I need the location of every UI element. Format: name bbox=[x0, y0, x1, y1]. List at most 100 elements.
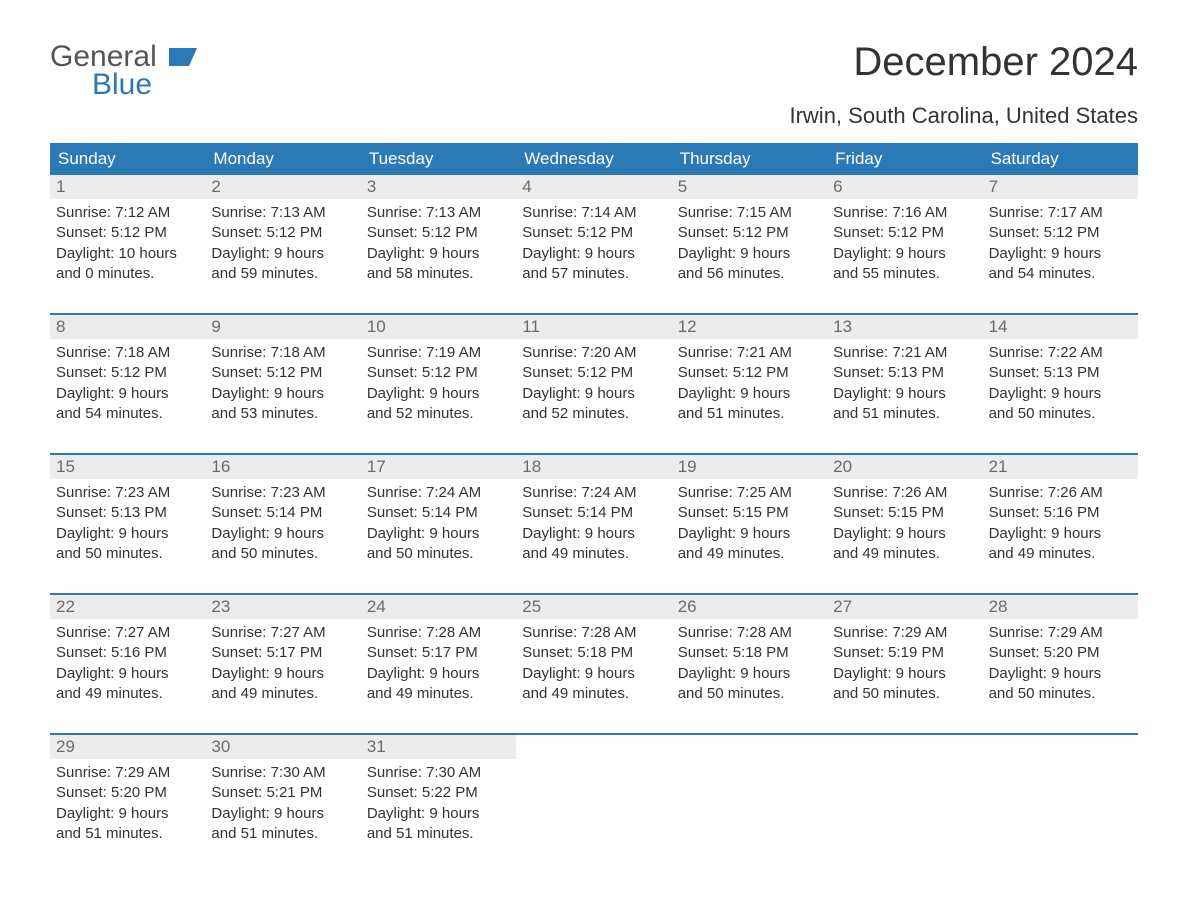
daylight-line: and 0 minutes. bbox=[56, 264, 199, 284]
day-body: Sunrise: 7:12 AMSunset: 5:12 PMDaylight:… bbox=[50, 199, 205, 299]
day-number: 26 bbox=[672, 595, 827, 619]
sunrise-line: Sunrise: 7:13 AM bbox=[211, 203, 354, 223]
daylight-line: Daylight: 9 hours bbox=[989, 524, 1132, 544]
sunset-line: Sunset: 5:12 PM bbox=[56, 363, 199, 383]
day-body: Sunrise: 7:18 AMSunset: 5:12 PMDaylight:… bbox=[50, 339, 205, 439]
day-cell: 20Sunrise: 7:26 AMSunset: 5:15 PMDayligh… bbox=[827, 455, 982, 579]
day-cell: 15Sunrise: 7:23 AMSunset: 5:13 PMDayligh… bbox=[50, 455, 205, 579]
day-body: Sunrise: 7:22 AMSunset: 5:13 PMDaylight:… bbox=[983, 339, 1138, 439]
daylight-line: Daylight: 9 hours bbox=[367, 664, 510, 684]
day-body: Sunrise: 7:14 AMSunset: 5:12 PMDaylight:… bbox=[516, 199, 671, 299]
logo: General Blue bbox=[50, 40, 197, 102]
sunset-line: Sunset: 5:12 PM bbox=[367, 223, 510, 243]
day-body: Sunrise: 7:21 AMSunset: 5:12 PMDaylight:… bbox=[672, 339, 827, 439]
daylight-line: and 50 minutes. bbox=[833, 684, 976, 704]
day-body: Sunrise: 7:24 AMSunset: 5:14 PMDaylight:… bbox=[361, 479, 516, 579]
day-cell: 19Sunrise: 7:25 AMSunset: 5:15 PMDayligh… bbox=[672, 455, 827, 579]
day-cell: 18Sunrise: 7:24 AMSunset: 5:14 PMDayligh… bbox=[516, 455, 671, 579]
logo-flag-icon bbox=[169, 40, 197, 74]
daylight-line: Daylight: 9 hours bbox=[367, 804, 510, 824]
sunset-line: Sunset: 5:17 PM bbox=[211, 643, 354, 663]
daylight-line: Daylight: 9 hours bbox=[833, 664, 976, 684]
dow-cell: Thursday bbox=[672, 143, 827, 175]
sunrise-line: Sunrise: 7:30 AM bbox=[211, 763, 354, 783]
daylight-line: Daylight: 9 hours bbox=[678, 524, 821, 544]
day-body: Sunrise: 7:28 AMSunset: 5:18 PMDaylight:… bbox=[516, 619, 671, 719]
week-row: 15Sunrise: 7:23 AMSunset: 5:13 PMDayligh… bbox=[50, 453, 1138, 579]
day-number: 4 bbox=[516, 175, 671, 199]
sunrise-line: Sunrise: 7:15 AM bbox=[678, 203, 821, 223]
daylight-line: and 54 minutes. bbox=[989, 264, 1132, 284]
day-cell: 12Sunrise: 7:21 AMSunset: 5:12 PMDayligh… bbox=[672, 315, 827, 439]
dow-header: Sunday Monday Tuesday Wednesday Thursday… bbox=[50, 143, 1138, 175]
sunset-line: Sunset: 5:14 PM bbox=[367, 503, 510, 523]
sunset-line: Sunset: 5:14 PM bbox=[211, 503, 354, 523]
day-body: Sunrise: 7:23 AMSunset: 5:13 PMDaylight:… bbox=[50, 479, 205, 579]
day-number-empty bbox=[827, 735, 982, 759]
day-number: 12 bbox=[672, 315, 827, 339]
day-number: 18 bbox=[516, 455, 671, 479]
day-body: Sunrise: 7:27 AMSunset: 5:16 PMDaylight:… bbox=[50, 619, 205, 719]
day-body: Sunrise: 7:19 AMSunset: 5:12 PMDaylight:… bbox=[361, 339, 516, 439]
daylight-line: and 53 minutes. bbox=[211, 404, 354, 424]
day-number: 3 bbox=[361, 175, 516, 199]
sunset-line: Sunset: 5:15 PM bbox=[833, 503, 976, 523]
sunset-line: Sunset: 5:16 PM bbox=[56, 643, 199, 663]
day-number-empty bbox=[516, 735, 671, 759]
daylight-line: Daylight: 9 hours bbox=[211, 384, 354, 404]
daylight-line: and 51 minutes. bbox=[211, 824, 354, 844]
daylight-line: and 51 minutes. bbox=[833, 404, 976, 424]
day-number: 27 bbox=[827, 595, 982, 619]
daylight-line: Daylight: 10 hours bbox=[56, 244, 199, 264]
daylight-line: Daylight: 9 hours bbox=[522, 664, 665, 684]
daylight-line: and 52 minutes. bbox=[367, 404, 510, 424]
sunrise-line: Sunrise: 7:20 AM bbox=[522, 343, 665, 363]
daylight-line: and 51 minutes. bbox=[56, 824, 199, 844]
day-body: Sunrise: 7:30 AMSunset: 5:21 PMDaylight:… bbox=[205, 759, 360, 859]
daylight-line: and 58 minutes. bbox=[367, 264, 510, 284]
week-row: 22Sunrise: 7:27 AMSunset: 5:16 PMDayligh… bbox=[50, 593, 1138, 719]
day-body: Sunrise: 7:13 AMSunset: 5:12 PMDaylight:… bbox=[361, 199, 516, 299]
day-number: 20 bbox=[827, 455, 982, 479]
daylight-line: Daylight: 9 hours bbox=[522, 524, 665, 544]
day-cell: 4Sunrise: 7:14 AMSunset: 5:12 PMDaylight… bbox=[516, 175, 671, 299]
sunset-line: Sunset: 5:12 PM bbox=[211, 363, 354, 383]
day-body: Sunrise: 7:18 AMSunset: 5:12 PMDaylight:… bbox=[205, 339, 360, 439]
day-cell: 16Sunrise: 7:23 AMSunset: 5:14 PMDayligh… bbox=[205, 455, 360, 579]
day-cell: 7Sunrise: 7:17 AMSunset: 5:12 PMDaylight… bbox=[983, 175, 1138, 299]
day-cell: 9Sunrise: 7:18 AMSunset: 5:12 PMDaylight… bbox=[205, 315, 360, 439]
daylight-line: Daylight: 9 hours bbox=[833, 384, 976, 404]
day-number-empty bbox=[983, 735, 1138, 759]
sunrise-line: Sunrise: 7:29 AM bbox=[833, 623, 976, 643]
day-number: 15 bbox=[50, 455, 205, 479]
day-body: Sunrise: 7:26 AMSunset: 5:15 PMDaylight:… bbox=[827, 479, 982, 579]
calendar: Sunday Monday Tuesday Wednesday Thursday… bbox=[50, 143, 1138, 859]
day-cell bbox=[983, 735, 1138, 859]
day-body: Sunrise: 7:15 AMSunset: 5:12 PMDaylight:… bbox=[672, 199, 827, 299]
daylight-line: and 49 minutes. bbox=[367, 684, 510, 704]
dow-cell: Saturday bbox=[983, 143, 1138, 175]
sunrise-line: Sunrise: 7:28 AM bbox=[367, 623, 510, 643]
sunset-line: Sunset: 5:14 PM bbox=[522, 503, 665, 523]
day-body: Sunrise: 7:21 AMSunset: 5:13 PMDaylight:… bbox=[827, 339, 982, 439]
day-number: 1 bbox=[50, 175, 205, 199]
day-number: 7 bbox=[983, 175, 1138, 199]
month-title: December 2024 bbox=[789, 40, 1138, 85]
daylight-line: and 49 minutes. bbox=[522, 684, 665, 704]
sunrise-line: Sunrise: 7:13 AM bbox=[367, 203, 510, 223]
day-number: 14 bbox=[983, 315, 1138, 339]
daylight-line: and 56 minutes. bbox=[678, 264, 821, 284]
sunrise-line: Sunrise: 7:21 AM bbox=[833, 343, 976, 363]
daylight-line: and 54 minutes. bbox=[56, 404, 199, 424]
day-number: 23 bbox=[205, 595, 360, 619]
day-number: 30 bbox=[205, 735, 360, 759]
day-body: Sunrise: 7:28 AMSunset: 5:18 PMDaylight:… bbox=[672, 619, 827, 719]
daylight-line: and 50 minutes. bbox=[56, 544, 199, 564]
day-body: Sunrise: 7:16 AMSunset: 5:12 PMDaylight:… bbox=[827, 199, 982, 299]
week-row: 1Sunrise: 7:12 AMSunset: 5:12 PMDaylight… bbox=[50, 175, 1138, 299]
day-number: 29 bbox=[50, 735, 205, 759]
daylight-line: Daylight: 9 hours bbox=[56, 524, 199, 544]
day-number: 25 bbox=[516, 595, 671, 619]
sunrise-line: Sunrise: 7:24 AM bbox=[367, 483, 510, 503]
daylight-line: and 50 minutes. bbox=[989, 684, 1132, 704]
